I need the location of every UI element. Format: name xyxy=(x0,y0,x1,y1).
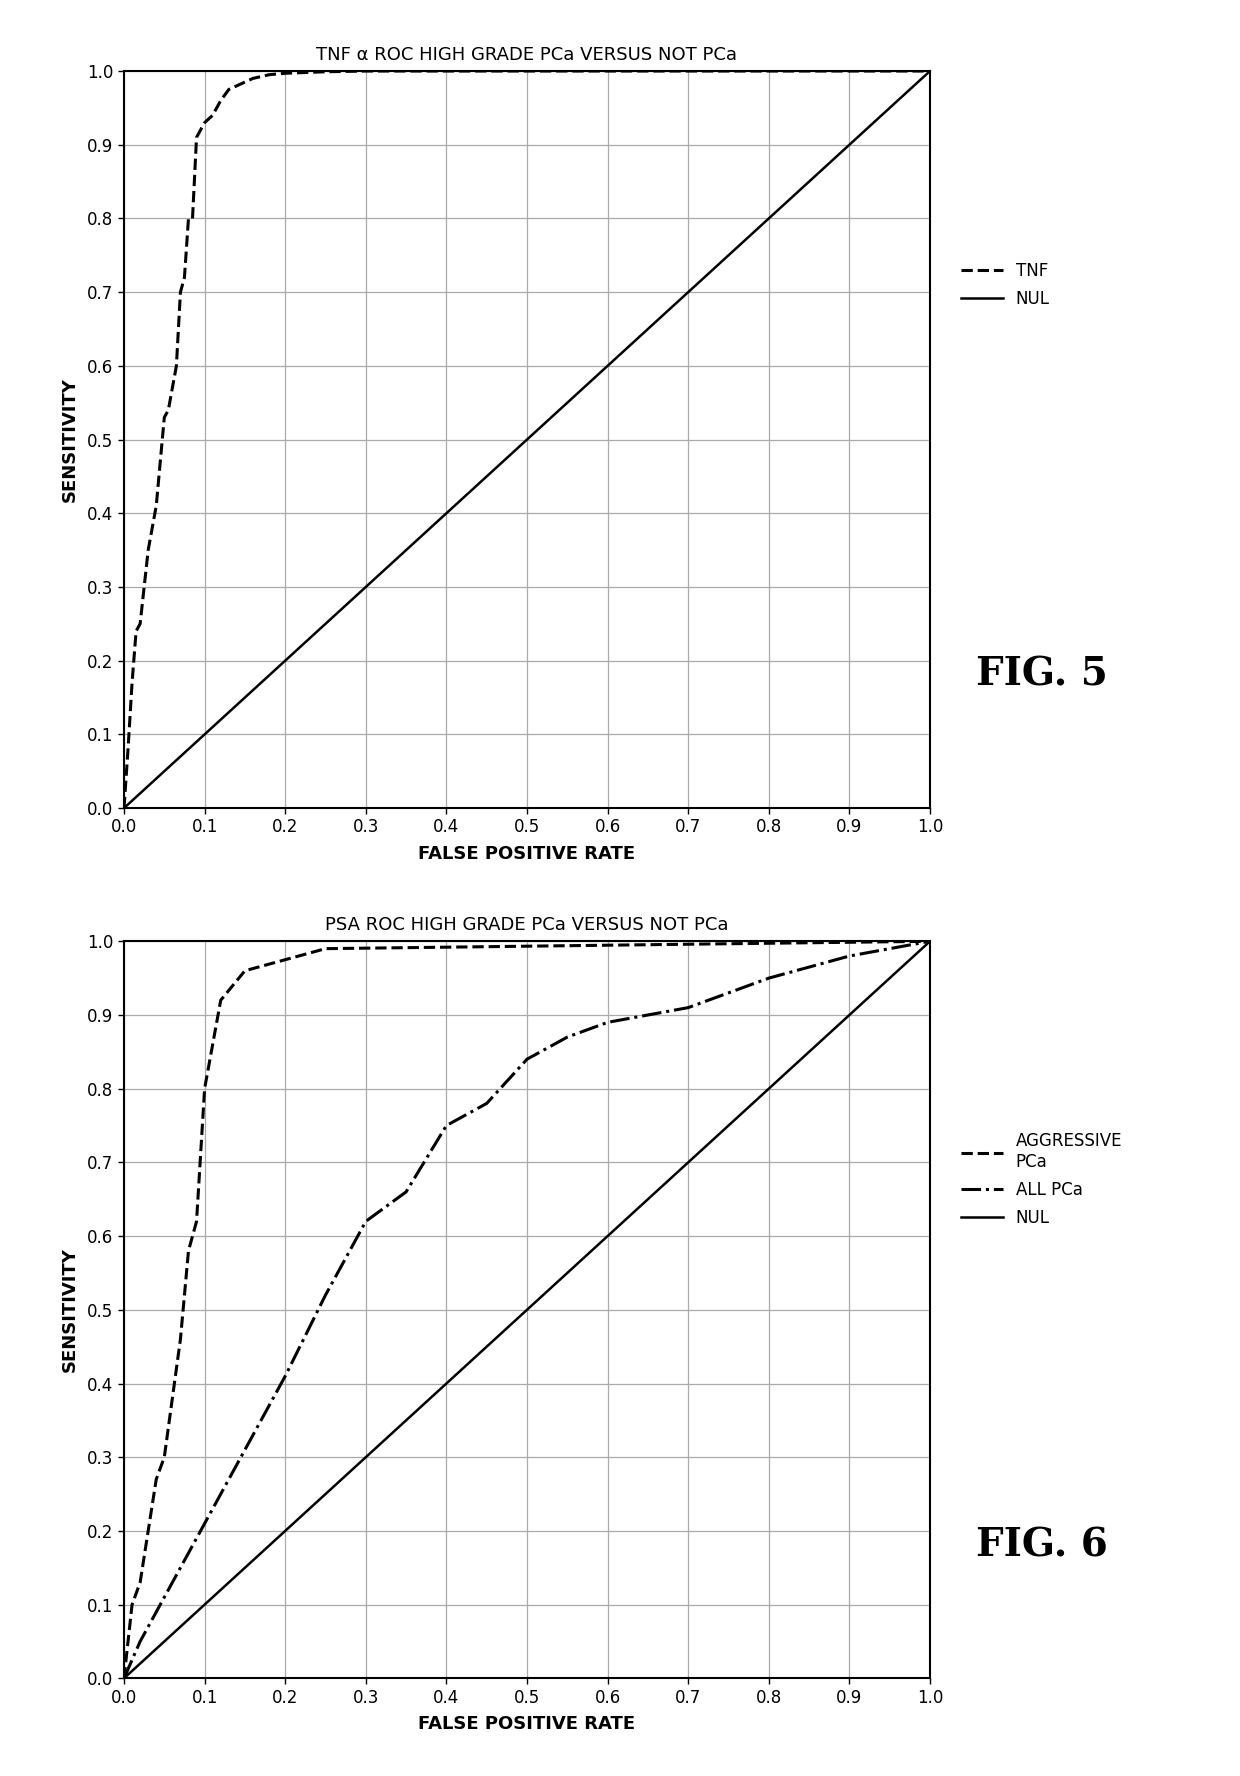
Legend: TNF, NUL: TNF, NUL xyxy=(955,256,1056,314)
Legend: AGGRESSIVE
PCa, ALL PCa, NUL: AGGRESSIVE PCa, ALL PCa, NUL xyxy=(955,1126,1128,1234)
X-axis label: FALSE POSITIVE RATE: FALSE POSITIVE RATE xyxy=(418,1716,636,1733)
Text: FIG. 5: FIG. 5 xyxy=(976,655,1107,694)
Title: PSA ROC HIGH GRADE PCa VERSUS NOT PCa: PSA ROC HIGH GRADE PCa VERSUS NOT PCa xyxy=(325,916,729,934)
Title: TNF α ROC HIGH GRADE PCa VERSUS NOT PCa: TNF α ROC HIGH GRADE PCa VERSUS NOT PCa xyxy=(316,46,738,64)
Text: FIG. 6: FIG. 6 xyxy=(976,1526,1107,1565)
Y-axis label: SENSITIVITY: SENSITIVITY xyxy=(61,1247,79,1373)
X-axis label: FALSE POSITIVE RATE: FALSE POSITIVE RATE xyxy=(418,845,636,863)
Y-axis label: SENSITIVITY: SENSITIVITY xyxy=(61,377,79,503)
